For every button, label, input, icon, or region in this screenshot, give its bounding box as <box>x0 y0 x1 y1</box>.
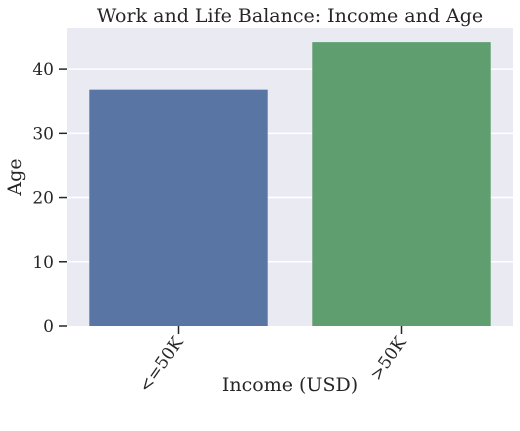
y-tick-label: 20 <box>32 189 54 209</box>
y-tick-label: 10 <box>32 253 54 273</box>
y-tick-label: 30 <box>32 124 54 144</box>
y-tick-label: 0 <box>43 317 54 337</box>
x-tick-label: <=50K <box>135 333 188 396</box>
bar-gt50k <box>312 42 490 326</box>
y-axis-label: Age <box>4 158 26 196</box>
chart-title: Work and Life Balance: Income and Age <box>97 5 483 27</box>
x-axis-label: Income (USD) <box>222 374 358 396</box>
bar-le50k <box>89 90 267 326</box>
y-axis-ticks: 0 10 20 30 40 <box>32 60 67 337</box>
y-tick-label: 40 <box>32 60 54 80</box>
x-tick-label: >50K <box>366 333 410 385</box>
